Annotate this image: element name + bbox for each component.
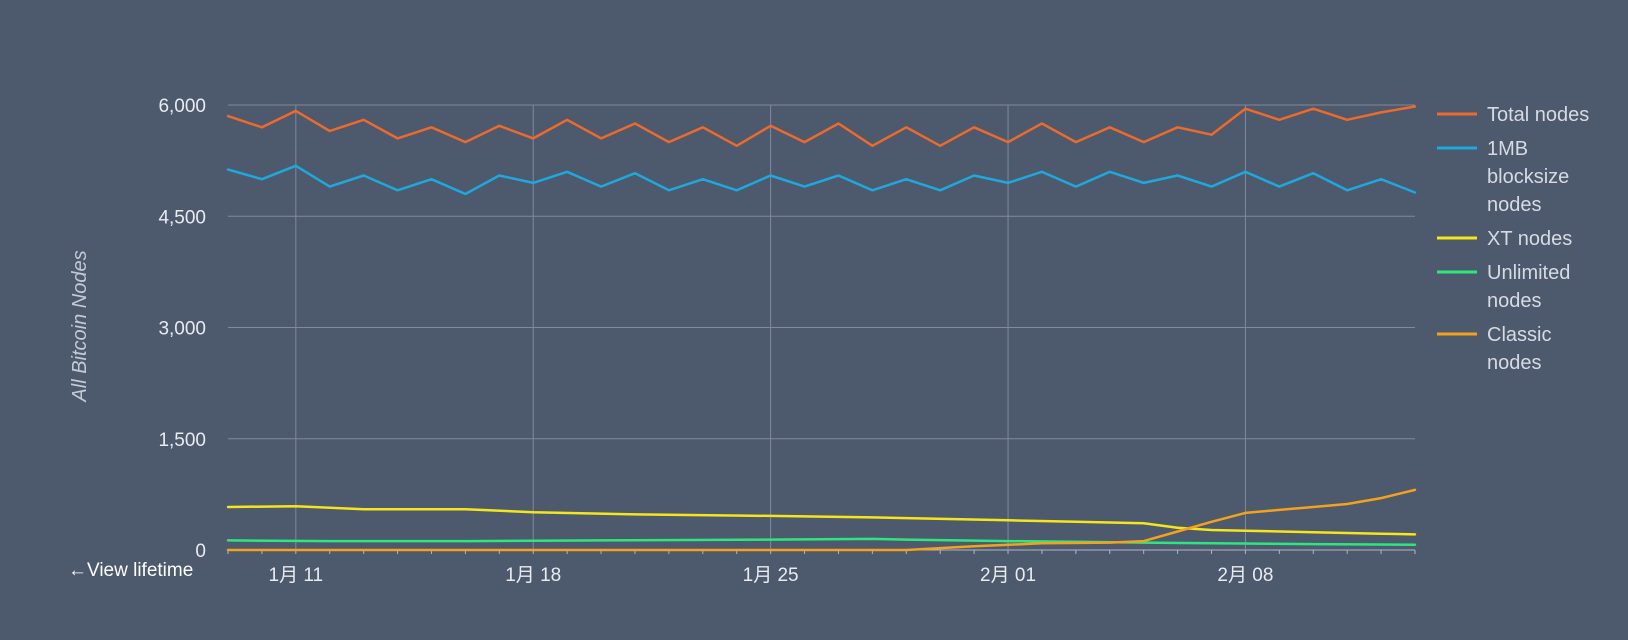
- series-lines: [226, 105, 1417, 552]
- legend[interactable]: Total nodes 1MB blocksize nodes XT nodes Unli…: [1437, 104, 1589, 374]
- legend-label: Total nodes: [1487, 104, 1589, 126]
- y-tick-label: 3,000: [158, 319, 206, 340]
- legend-label: XT nodes: [1487, 228, 1572, 250]
- series-line-total-nodes: [226, 105, 1417, 148]
- series-line-xt-nodes: [226, 504, 1417, 536]
- legend-item-1mb-blocksize-nodes[interactable]: 1MB blocksize nodes: [1437, 138, 1569, 216]
- x-axis-ticks: 1月 11 1月 18 1月 25 2月 01 2月 08: [227, 550, 1416, 586]
- series-line-classic-nodes: [226, 488, 1417, 552]
- x-tick-label: 1月 25: [743, 565, 799, 586]
- y-tick-label: 1,500: [158, 430, 206, 451]
- x-tick-label: 2月 08: [1217, 565, 1273, 586]
- x-tick-label: 1月 18: [505, 565, 561, 586]
- legend-item-unlimited-nodes[interactable]: Unlimited nodes: [1437, 262, 1570, 312]
- y-axis-label: All Bitcoin Nodes: [69, 250, 91, 402]
- view-lifetime-label: View lifetime: [87, 560, 194, 581]
- y-tick-label: 0: [195, 541, 206, 562]
- y-tick-label: 6,000: [158, 96, 206, 117]
- grid-lines: [228, 104, 1415, 551]
- arrow-left-icon: ←: [68, 560, 87, 581]
- legend-item-total-nodes[interactable]: Total nodes: [1437, 104, 1589, 126]
- y-tick-label: 4,500: [158, 207, 206, 228]
- x-tick-label: 2月 01: [980, 565, 1036, 586]
- series-line-1mb-blocksize-nodes: [226, 164, 1417, 196]
- legend-label: 1MB blocksize nodes: [1487, 138, 1569, 216]
- x-tick-label: 1月 11: [269, 565, 324, 586]
- view-lifetime-link[interactable]: ←View lifetime: [68, 560, 193, 582]
- legend-item-xt-nodes[interactable]: XT nodes: [1437, 228, 1572, 250]
- legend-item-classic-nodes[interactable]: Classic nodes: [1437, 324, 1551, 374]
- legend-label: Unlimited nodes: [1487, 262, 1570, 312]
- legend-label: Classic nodes: [1487, 324, 1551, 374]
- y-axis-ticks: 0 1,500 3,000 4,500 6,000: [158, 96, 206, 562]
- series-line-unlimited-nodes: [226, 537, 1417, 547]
